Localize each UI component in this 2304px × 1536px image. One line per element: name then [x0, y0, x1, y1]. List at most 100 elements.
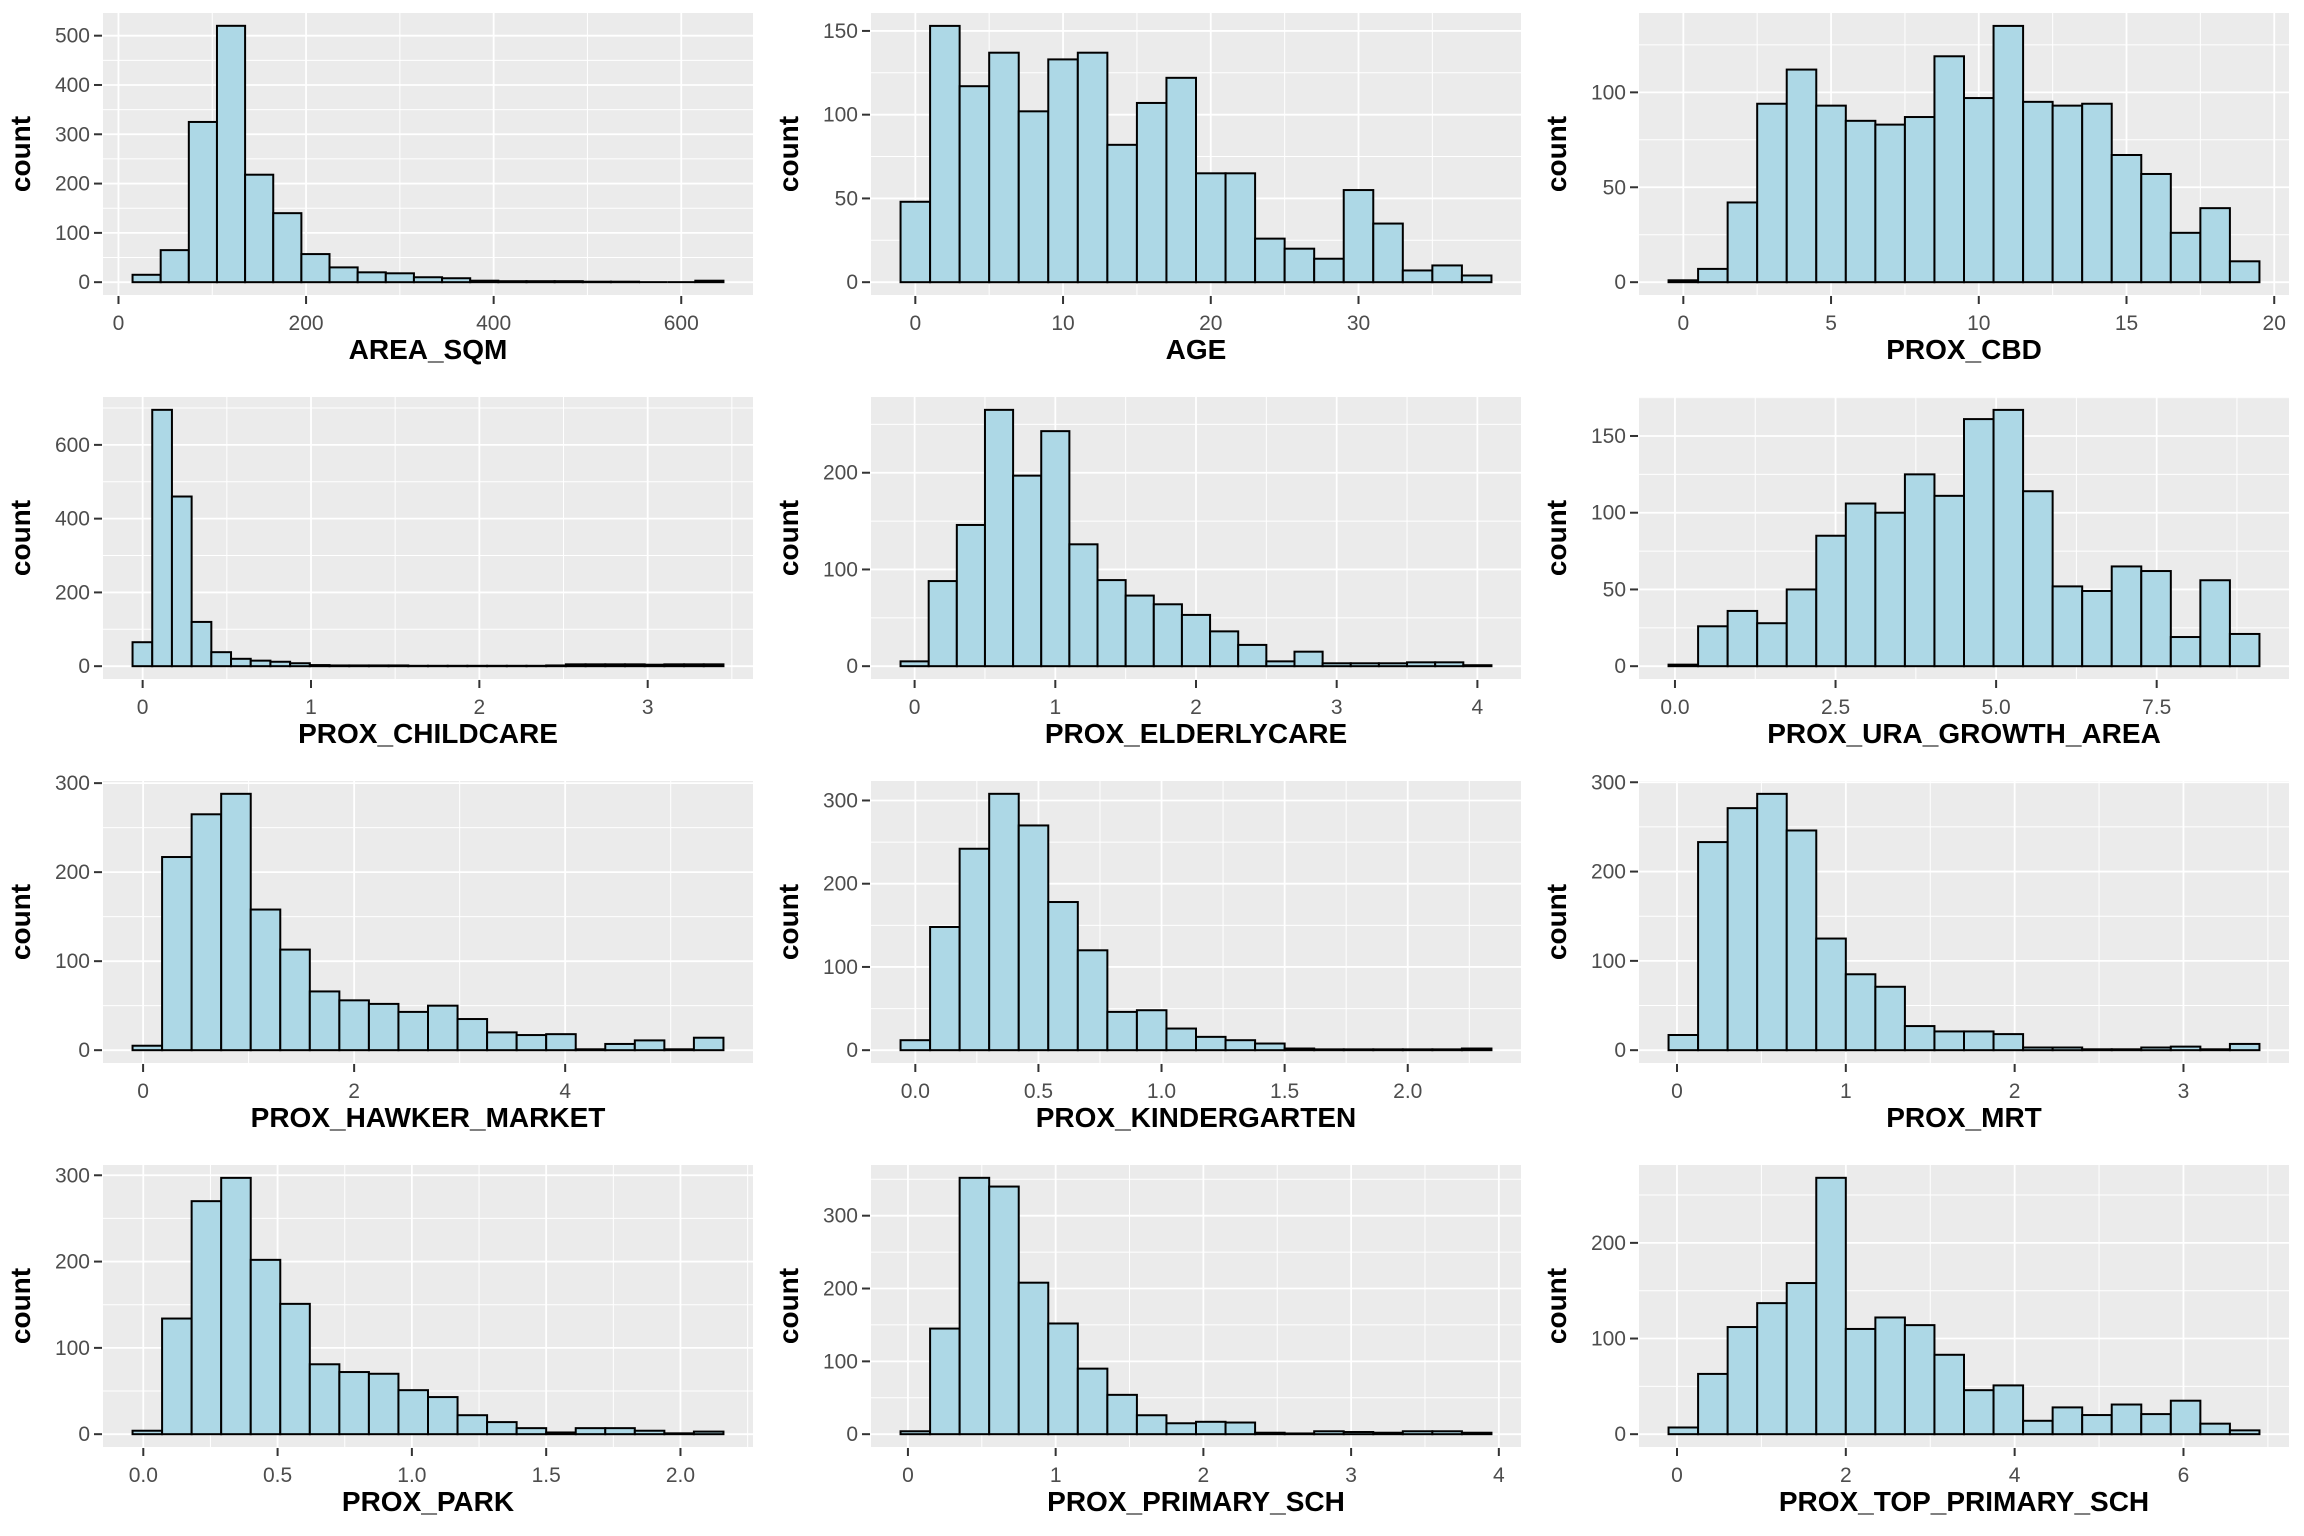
histogram-bar [899, 1430, 932, 1436]
y-tick-label: 150 [823, 20, 858, 43]
histogram-bar [663, 663, 686, 668]
histogram-bar [574, 1427, 607, 1436]
histogram-bar [269, 660, 292, 668]
y-tick-label: 150 [1591, 425, 1626, 448]
histogram-bar [1254, 1042, 1286, 1052]
y-tick-label: 0 [78, 655, 90, 678]
histogram-bar [1047, 58, 1079, 284]
histogram-bar [1815, 937, 1847, 1052]
histogram-bar [1992, 408, 2025, 668]
y-tick-label: 0 [78, 1039, 90, 1062]
histogram-bar [1321, 662, 1352, 668]
histogram-bar [1963, 1389, 1995, 1436]
histogram-bar [131, 641, 154, 668]
y-axis-title: count [773, 884, 804, 960]
histogram-bar [988, 1185, 1020, 1436]
histogram-bar [1047, 1322, 1079, 1436]
histogram-bar [1697, 625, 1729, 668]
histogram-bar [633, 1039, 666, 1052]
x-tick-label: 1.5 [532, 1464, 561, 1487]
histogram-svg: 0 200 400 600 0 100 200 300 400 500 AREA_SQM count [5, 13, 753, 365]
histogram-bar [515, 1427, 548, 1436]
histogram-bar [131, 273, 162, 284]
x-tick-label: 3 [1345, 1464, 1357, 1487]
histogram-panel-prox_childcare: 0 1 2 3 0 200 400 600 PROX_CHILDCARE count [0, 384, 768, 768]
y-tick-label: 50 [1603, 578, 1626, 601]
histogram-bar [1903, 1324, 1936, 1436]
x-axis-title: PROX_PARK [342, 1486, 514, 1517]
y-tick-label: 200 [55, 861, 90, 884]
histogram-bar [1933, 1353, 1966, 1436]
histogram-bar [1209, 630, 1240, 668]
x-tick-label: 3 [1331, 696, 1343, 719]
x-tick-label: 2.0 [1393, 1080, 1422, 1103]
histogram-bar [1401, 1048, 1434, 1052]
histogram-svg: 0 1 2 3 4 0 100 200 PROX_ELDERLYCARE count [773, 397, 1521, 749]
x-axis-title: PROX_CBD [1886, 334, 2042, 365]
histogram-bar [983, 408, 1015, 668]
histogram-panel-prox_park: 0.0 0.5 1.0 1.5 2.0 0 100 200 300 PROX_PARK count [0, 1152, 768, 1536]
histogram-bar [1756, 102, 1788, 284]
histogram-bar [1874, 985, 1906, 1052]
y-tick-label: 200 [1591, 861, 1626, 884]
histogram-bar [1460, 274, 1493, 284]
x-tick-label: 0.0 [129, 1464, 158, 1487]
y-tick-label: 0 [846, 271, 858, 294]
y-tick-label: 0 [78, 1423, 90, 1446]
histogram-bar [515, 1034, 548, 1052]
y-axis-title: count [773, 500, 804, 576]
x-tick-label: 4 [1472, 696, 1484, 719]
histogram-bar [899, 1039, 932, 1052]
histogram-bar [899, 200, 932, 284]
histogram-bar [2228, 260, 2261, 284]
histogram-bar [2022, 490, 2054, 668]
y-tick-label: 200 [1591, 1232, 1626, 1255]
histogram-bar [1224, 1421, 1257, 1436]
histogram-bar [2228, 632, 2261, 668]
x-tick-label: 4 [2009, 1464, 2021, 1487]
histogram-bar [1076, 51, 1109, 284]
histogram-bar [469, 279, 500, 284]
histogram-bar [1165, 76, 1198, 284]
histogram-bar [308, 990, 341, 1052]
x-tick-label: 2 [474, 696, 486, 719]
y-axis-title: count [1541, 1268, 1572, 1344]
x-tick-label: 1 [1840, 1080, 1852, 1103]
histogram-bar [1697, 1372, 1729, 1436]
y-tick-label: 100 [55, 950, 90, 973]
histogram-bar [1224, 1039, 1257, 1052]
histogram-bar [1106, 143, 1138, 284]
x-axis-title: PROX_CHILDCARE [298, 718, 558, 749]
histogram-bar [308, 1363, 341, 1436]
histogram-bar [308, 664, 331, 668]
x-axis-title: PROX_HAWKER_MARKET [251, 1102, 606, 1133]
histogram-bar [1017, 110, 1050, 284]
histogram-bar [1040, 430, 1071, 668]
histogram-bar [1785, 1282, 1818, 1436]
y-tick-label: 200 [823, 873, 858, 896]
histogram-bar [1903, 1025, 1936, 1052]
histogram-bar [1096, 579, 1127, 668]
histogram-bar [367, 1372, 400, 1436]
y-axis-title: count [773, 116, 804, 192]
x-tick-label: 2.0 [666, 1464, 695, 1487]
histogram-bar [633, 1429, 666, 1436]
y-tick-label: 100 [1591, 502, 1626, 525]
histogram-bar [1254, 237, 1286, 284]
y-tick-label: 300 [55, 772, 90, 795]
histogram-bar [441, 277, 472, 284]
histogram-bar [2199, 1048, 2231, 1052]
histogram-bar [412, 276, 444, 284]
histogram-bar [564, 663, 587, 668]
histogram-bar [1293, 650, 1324, 668]
histogram-bar [1195, 1035, 1227, 1052]
x-tick-label: 2 [1190, 696, 1202, 719]
histogram-bar [1903, 116, 1936, 284]
x-tick-label: 0 [909, 312, 921, 335]
histogram-bar [1313, 1048, 1345, 1052]
histogram-bar [955, 523, 986, 668]
histogram-bar [427, 1004, 459, 1052]
histogram-bar [1785, 68, 1818, 284]
y-tick-label: 0 [1614, 271, 1626, 294]
